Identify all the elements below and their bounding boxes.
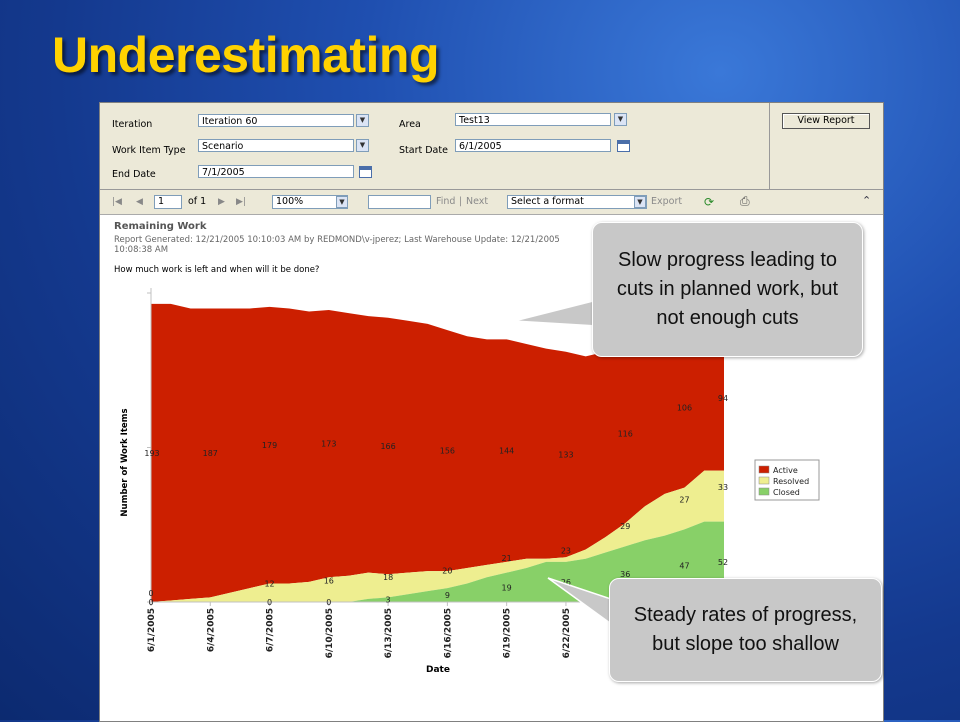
work-item-type-select[interactable]: Scenario <box>198 139 354 152</box>
x-tick-label: 6/13/2005 <box>384 608 394 658</box>
resolved-data-label: 27 <box>679 496 689 505</box>
legend-label-resolved: Resolved <box>773 477 809 486</box>
legend-swatch-active <box>758 465 770 474</box>
last-page-icon[interactable]: ▶| <box>236 197 246 207</box>
x-tick-label: 6/7/2005 <box>266 608 276 652</box>
resolved-data-label: 18 <box>383 573 393 582</box>
format-dropdown-icon[interactable]: ▼ <box>634 196 646 208</box>
start-date-field[interactable]: 6/1/2005 <box>455 139 611 152</box>
area-dropdown-icon[interactable]: ▼ <box>614 113 627 126</box>
active-data-label: 166 <box>380 442 395 451</box>
page-number-input[interactable]: 1 <box>154 195 182 209</box>
resolved-data-label: 33 <box>718 483 728 492</box>
closed-data-label: 0 <box>148 598 153 607</box>
report-generated-info: Report Generated: 12/21/2005 10:10:03 AM… <box>114 235 560 255</box>
bottom-callout: Steady rates of progress, but slope too … <box>609 578 882 682</box>
active-data-label: 144 <box>499 447 514 456</box>
end-date-field[interactable]: 7/1/2005 <box>198 165 354 178</box>
separator-bar: | <box>459 196 463 207</box>
resolved-data-label: 12 <box>264 580 274 589</box>
export-link[interactable]: Export <box>651 196 683 207</box>
resolved-data-label: 21 <box>502 554 512 563</box>
start-date-calendar-icon[interactable] <box>617 140 630 152</box>
resolved-data-label: 23 <box>561 547 571 556</box>
x-tick-label: 6/10/2005 <box>325 608 335 658</box>
legend-swatch-closed <box>758 487 770 496</box>
start-date-label: Start Date <box>399 145 448 156</box>
work-item-type-dropdown-icon[interactable]: ▼ <box>356 139 369 152</box>
active-data-label: 187 <box>203 449 218 458</box>
legend-swatch-resolved <box>758 476 770 485</box>
report-question: How much work is left and when will it b… <box>114 265 320 275</box>
parameters-panel: Iteration Iteration 60 ▼ Area Test13 ▼ W… <box>100 103 769 190</box>
legend-label-closed: Closed <box>773 488 800 497</box>
area-select[interactable]: Test13 <box>455 113 611 126</box>
resolved-data-label: 29 <box>620 522 630 531</box>
iteration-dropdown-icon[interactable]: ▼ <box>356 114 369 127</box>
x-tick-label: 6/4/2005 <box>206 608 216 652</box>
closed-data-label: 9 <box>445 591 450 600</box>
active-area <box>151 303 724 602</box>
previous-page-icon[interactable]: ◀ <box>136 197 143 207</box>
closed-data-label: 0 <box>326 598 331 607</box>
iteration-select[interactable]: Iteration 60 <box>198 114 354 127</box>
resolved-data-label: 16 <box>324 577 334 586</box>
refresh-icon[interactable]: ⟳ <box>704 195 715 209</box>
active-data-label: 179 <box>262 441 277 450</box>
zoom-dropdown-icon[interactable]: ▼ <box>336 196 348 208</box>
resolved-area <box>151 470 724 602</box>
closed-data-label: 36 <box>620 570 630 579</box>
iteration-label: Iteration <box>112 119 153 130</box>
area-label: Area <box>399 119 421 130</box>
print-icon[interactable]: ⎙ <box>740 194 750 208</box>
x-tick-label: 6/16/2005 <box>443 608 453 658</box>
y-axis-title: Number of Work Items <box>120 408 130 516</box>
closed-data-label: 47 <box>679 562 689 571</box>
active-data-label: 193 <box>144 449 159 458</box>
legend-label-active: Active <box>773 466 798 475</box>
active-data-label: 133 <box>558 450 573 459</box>
x-tick-label: 6/22/2005 <box>562 608 572 658</box>
resolved-data-label: 0 <box>148 589 153 598</box>
active-data-label: 94 <box>718 394 728 403</box>
export-format-select[interactable]: Select a format <box>507 195 647 209</box>
find-input[interactable] <box>368 195 431 209</box>
view-report-button[interactable]: View Report <box>782 113 870 129</box>
top-callout: Slow progress leading to cuts in planned… <box>592 222 863 357</box>
next-link[interactable]: Next <box>466 196 489 207</box>
closed-data-label: 0 <box>267 598 272 607</box>
next-page-icon[interactable]: ▶ <box>218 197 225 207</box>
end-date-label: End Date <box>112 169 156 180</box>
closed-data-label: 19 <box>502 583 512 592</box>
closed-data-label: 26 <box>561 578 571 587</box>
closed-data-label: 52 <box>718 558 728 567</box>
resolved-data-label: 20 <box>442 567 452 576</box>
x-axis-title: Date <box>426 665 450 675</box>
first-page-icon[interactable]: |◀ <box>112 197 122 207</box>
x-tick-label: 6/19/2005 <box>503 608 513 658</box>
active-data-label: 116 <box>618 430 633 439</box>
report-title: Remaining Work <box>114 221 207 232</box>
work-item-type-label: Work Item Type <box>112 145 186 156</box>
x-tick-label: 6/1/2005 <box>147 608 157 652</box>
end-date-calendar-icon[interactable] <box>359 166 372 178</box>
slide-title: Underestimating <box>52 27 440 83</box>
page-count: of 1 <box>188 196 207 207</box>
active-data-label: 173 <box>321 440 336 449</box>
active-data-label: 106 <box>677 403 692 412</box>
report-toolbar: |◀ ◀ 1 of 1 ▶ ▶| 100% ▼ Find | Next Sele… <box>100 190 883 215</box>
collapse-icon[interactable]: ⌃ <box>862 194 872 207</box>
closed-data-label: 3 <box>386 596 391 605</box>
find-link[interactable]: Find <box>436 196 456 207</box>
active-data-label: 156 <box>440 447 455 456</box>
